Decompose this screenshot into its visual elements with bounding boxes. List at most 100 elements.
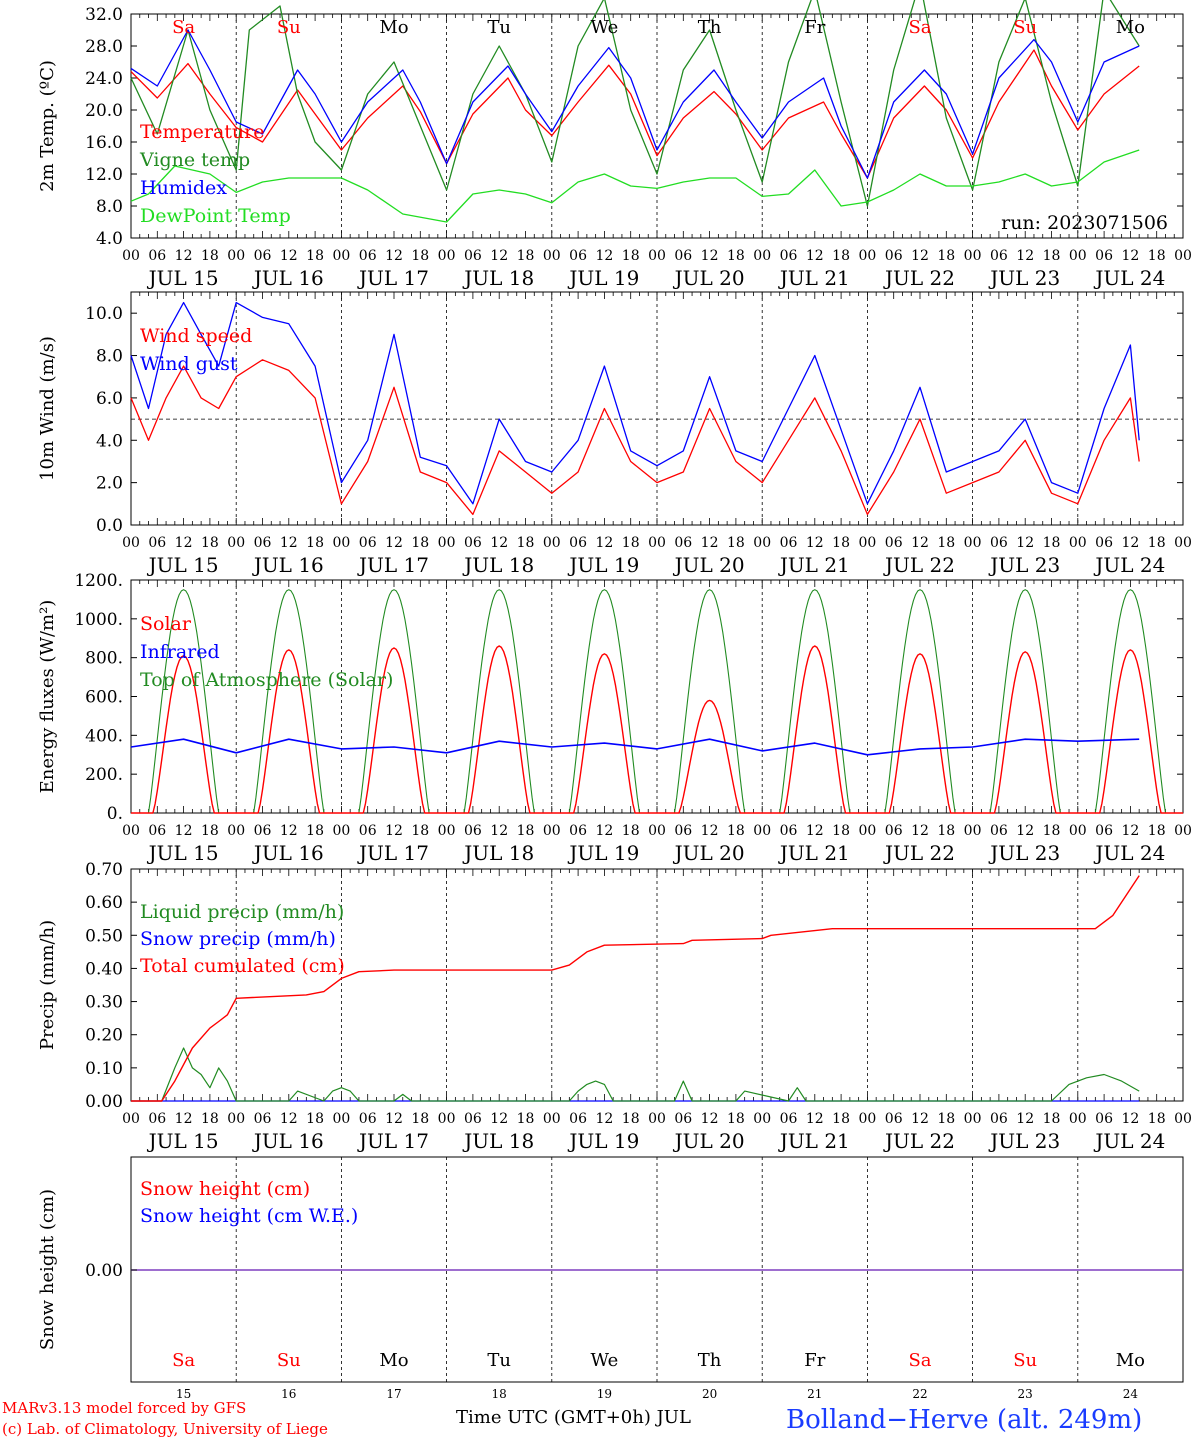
- snow-panel-day-number: 17: [386, 1387, 401, 1401]
- temp-panel-date-label: JUL 20: [673, 266, 745, 290]
- temp-panel-legend-entry: Temperature: [140, 121, 264, 143]
- temp-panel-legend-entry: Vigne temp: [139, 149, 250, 171]
- precip-panel-hour-label: 18: [306, 1111, 324, 1127]
- temp-panel-hour-label: 18: [622, 248, 640, 264]
- energy-panel-hour-label: 00: [1069, 823, 1087, 839]
- wind-panel-hour-label: 18: [727, 535, 745, 551]
- wind-panel-hour-label: 00: [1174, 535, 1192, 551]
- precip-panel-hour-label: 18: [832, 1111, 850, 1127]
- wind-panel-hour-label: 12: [595, 535, 613, 551]
- precip-panel-hour-label: 12: [806, 1111, 824, 1127]
- energy-panel-hour-label: 18: [411, 823, 429, 839]
- precip-panel-hour-label: 18: [517, 1111, 535, 1127]
- energy-panel-ytick-label: 1000.: [74, 610, 123, 630]
- precip-panel-total-line: [131, 875, 1140, 1102]
- energy-panel-hour-label: 18: [727, 823, 745, 839]
- wind-panel-hour-label: 00: [227, 535, 245, 551]
- temp-panel-hour-label: 00: [964, 248, 982, 264]
- energy-panel-hour-label: 12: [911, 823, 929, 839]
- energy-panel-hour-label: 06: [464, 823, 482, 839]
- snow-panel-day-number: 20: [702, 1387, 717, 1401]
- snow-panel-day-number: 24: [1123, 1387, 1139, 1401]
- temp-panel-hour-label: 12: [175, 248, 193, 264]
- precip-panel-hour-label: 18: [727, 1111, 745, 1127]
- temp-panel-series-line: [130, 0, 1140, 207]
- precip-panel-hour-label: 00: [543, 1111, 561, 1127]
- temp-panel-hour-label: 18: [411, 248, 429, 264]
- wind-panel-hour-label: 00: [543, 535, 561, 551]
- wind-panel-hour-label: 06: [254, 535, 272, 551]
- wind-panel-legend-entry: Wind speed: [140, 325, 252, 347]
- energy-panel-hour-label: 18: [517, 823, 535, 839]
- energy-panel-hour-label: 12: [595, 823, 613, 839]
- energy-panel-hour-label: 00: [964, 823, 982, 839]
- energy-panel-hour-label: 06: [990, 823, 1008, 839]
- wind-panel-legend-entry: Wind gust: [140, 353, 238, 375]
- wind-panel-hour-label: 18: [411, 535, 429, 551]
- energy-panel-infrared-line: [130, 738, 1140, 756]
- temp-panel-date-label: JUL 15: [147, 266, 219, 290]
- precip-panel-hour-label: 06: [885, 1111, 903, 1127]
- wind-panel-series-line: [130, 359, 1140, 516]
- snow-panel-ylabel: Snow height (cm): [37, 1189, 58, 1350]
- energy-panel-hour-label: 00: [227, 823, 245, 839]
- precip-panel-date-label: JUL 18: [462, 1129, 534, 1153]
- wind-panel-hour-label: 18: [937, 535, 955, 551]
- temp-panel-hour-label: 18: [306, 248, 324, 264]
- wind-panel-hour-label: 18: [832, 535, 850, 551]
- energy-panel-date-label: JUL 18: [462, 841, 534, 865]
- precip-panel-hour-label: 06: [780, 1111, 798, 1127]
- wind-panel-hour-label: 18: [201, 535, 219, 551]
- temp-panel-hour-label: 12: [1016, 248, 1034, 264]
- temp-panel-weekday-label: Sa: [908, 17, 931, 38]
- temp-panel-ytick-label: 28.0: [85, 37, 123, 57]
- temp-panel-ytick-label: 16.0: [85, 133, 123, 153]
- temp-panel-date-label: JUL 16: [252, 266, 324, 290]
- temp-panel-date-label: JUL 18: [462, 266, 534, 290]
- wind-panel-hour-label: 18: [306, 535, 324, 551]
- wind-panel-date-label: JUL 18: [462, 553, 534, 577]
- wind-panel-hour-label: 06: [990, 535, 1008, 551]
- precip-panel-liquid-line: [131, 1047, 1140, 1102]
- energy-panel-hour-label: 12: [385, 823, 403, 839]
- temp-panel-ytick-label: 12.0: [85, 165, 123, 185]
- temp-panel-weekday-label: Su: [1013, 17, 1037, 38]
- energy-panel-hour-label: 00: [1174, 823, 1192, 839]
- precip-panel-ytick-label: 0.10: [85, 1059, 123, 1079]
- precip-panel-hour-label: 00: [332, 1111, 350, 1127]
- wind-panel-hour-label: 00: [438, 535, 456, 551]
- temp-panel-hour-label: 18: [1148, 248, 1166, 264]
- wind-panel-ytick-label: 0.0: [96, 516, 123, 536]
- snow-panel-ytick-label: 0.00: [85, 1261, 123, 1281]
- energy-panel-ytick-label: 0.: [107, 804, 123, 824]
- precip-panel-hour-label: 12: [385, 1111, 403, 1127]
- snow-panel-day-number: 15: [176, 1387, 191, 1401]
- temp-panel-hour-label: 06: [148, 248, 166, 264]
- temp-panel-hour-label: 18: [517, 248, 535, 264]
- energy-panel-hour-label: 06: [359, 823, 377, 839]
- precip-panel-date-label: JUL 20: [673, 1129, 745, 1153]
- wind-panel-ylabel: 10m Wind (m/s): [37, 336, 58, 481]
- snow-panel-weekday-label: Mo: [1116, 1350, 1145, 1371]
- temp-panel-ytick-label: 32.0: [85, 5, 123, 25]
- wind-panel-hour-label: 18: [1148, 535, 1166, 551]
- energy-panel-date-label: JUL 17: [357, 841, 429, 865]
- wind-panel-hour-label: 06: [674, 535, 692, 551]
- temp-panel-hour-label: 00: [227, 248, 245, 264]
- precip-panel-date-label: JUL 16: [252, 1129, 324, 1153]
- temp-panel-hour-label: 00: [1174, 248, 1192, 264]
- energy-panel-hour-label: 18: [937, 823, 955, 839]
- temp-panel-hour-label: 00: [543, 248, 561, 264]
- precip-panel-legend-entry: Total cumulated (cm): [140, 955, 345, 977]
- energy-panel-hour-label: 00: [122, 823, 140, 839]
- energy-panel-date-label: JUL 22: [883, 841, 955, 865]
- wind-panel-ytick-label: 6.0: [96, 389, 123, 409]
- precip-panel-hour-label: 12: [1016, 1111, 1034, 1127]
- wind-panel-date-label: JUL 22: [883, 553, 955, 577]
- temp-panel-hour-label: 06: [990, 248, 1008, 264]
- wind-panel-date-label: JUL 21: [778, 553, 850, 577]
- snow-panel-weekday-label: We: [591, 1350, 619, 1371]
- temp-panel-weekday-label: Mo: [379, 17, 408, 38]
- temp-panel-hour-label: 12: [1121, 248, 1139, 264]
- wind-panel-date-label: JUL 24: [1093, 553, 1165, 577]
